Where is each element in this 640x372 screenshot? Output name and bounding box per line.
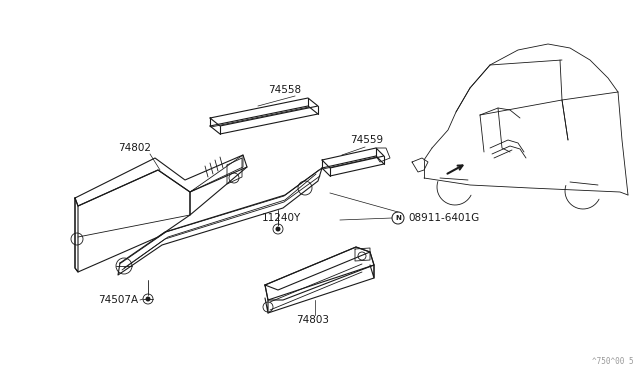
Text: 11240Y: 11240Y [262,213,301,223]
Text: 74558: 74558 [268,85,301,95]
Circle shape [275,227,280,231]
Text: N: N [395,215,401,221]
Circle shape [145,296,150,301]
Text: 74803: 74803 [296,315,329,325]
Text: 74802: 74802 [118,143,151,153]
Text: 74559: 74559 [350,135,383,145]
Text: ^750^00 5: ^750^00 5 [593,357,634,366]
Text: 08911-6401G: 08911-6401G [408,213,479,223]
Text: 74507A: 74507A [98,295,138,305]
